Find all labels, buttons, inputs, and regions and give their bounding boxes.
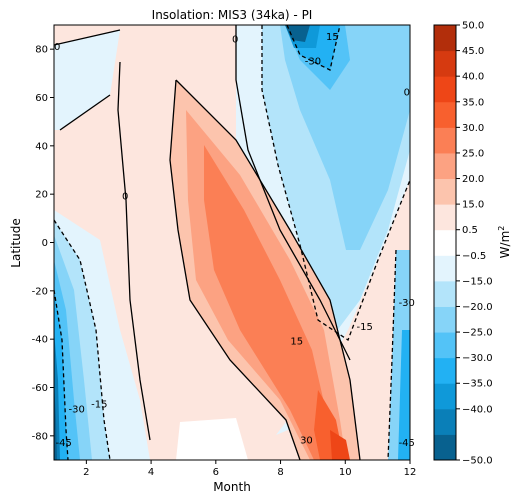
contour-label-3: 0 [404,88,410,99]
colorbar-segment [434,127,456,154]
colorbar-segment [434,25,456,52]
colorbar-label: W/m2 [497,226,512,259]
colorbar-segment [434,152,456,180]
contour-label-8: 15 [290,337,303,348]
contour-label-11: -45 [56,438,72,449]
colorbar-tick-label: −30.0 [462,353,493,364]
colorbar-segment [434,332,456,359]
colorbar-segment [434,306,456,333]
colorbar-tick-label: −50.0 [462,456,493,467]
contour-label-7: -30 [399,298,415,309]
x-tick-label: 2 [83,467,89,478]
y-tick-label: -80 [32,431,48,442]
contour-label-10: -15 [91,399,107,410]
chart-title: Insolation: MIS3 (34ka) - PI [152,8,313,22]
colorbar-tick-label: −35.0 [462,379,493,390]
x-tick-label: 8 [277,467,283,478]
colorbar-tick-label: 30.0 [462,123,484,134]
contour-label-6: -15 [357,322,373,333]
contour-label-1: 0 [122,192,128,203]
contour-15-pos-inner [169,79,301,460]
colorbar-tick-label: −25.0 [462,328,493,339]
colorbar-segment [434,50,456,77]
colorbar-tick-label: 15.0 [462,200,484,211]
colorbar-tick-label: 50.0 [462,21,484,32]
colorbar-tick-label: −40.0 [462,404,493,415]
contour-label-12: 30 [300,436,313,447]
plot-area [54,25,410,460]
zero-notch-south [176,418,248,460]
neg-band-north-40 [285,25,310,42]
colorbar-segment [434,101,456,128]
neg-band-north-20 [280,25,410,250]
x-tick-label: 4 [148,467,154,478]
colorbar-tick-label: −20.0 [462,302,493,313]
colorbar-tick-label: 25.0 [462,148,484,159]
colorbar-segment [434,229,456,256]
neg-band-south-45 [54,380,57,460]
pos-band-35 [330,430,350,460]
contour-north-left [54,29,121,131]
contour-neg-30 [286,25,341,71]
colorbar-tick-label: 0.5 [462,225,478,236]
y-axis-label: Latitude [9,218,23,267]
contour-labels: 0 0 0 0 15 -30 -15 -30 15 -30 -15 -45 30 -45 [54,32,415,449]
y-tick-label: 20 [35,190,48,201]
contour-zero-top [235,25,351,361]
contour-zero-left [117,61,151,441]
x-tick-label: 12 [404,467,417,478]
contour-neg-15 [261,25,410,341]
colorbar-segment [434,383,456,410]
y-tick-label: -20 [32,286,48,297]
y-tick-label: 0 [42,238,48,249]
axes: 2 4 6 8 10 12 -80 -60 -40 -20 0 20 40 60 80 [32,24,417,478]
contour-south-neg-30 [54,289,69,460]
colorbar-segment [434,178,456,205]
colorbar-tick-label: 20.0 [462,174,484,185]
neg-corner-north-left [54,30,120,130]
y-tick-label: -40 [32,335,48,346]
colorbar-segment [434,255,456,282]
colorbar-segment [434,357,456,384]
colorbar-tick-label: 35.0 [462,97,484,108]
contour-15-pos-outer [175,79,361,460]
colorbar-frame [433,24,457,461]
contour-label-5: -30 [305,56,321,67]
colorbar-segment [434,280,456,307]
colorbar-segment [434,434,456,461]
colorbar: −50.0 −40.0 −35.0 −30.0 −25.0 −20.0 −15.0 −0.5 0… [433,21,493,467]
contour-label-0: 0 [54,42,60,53]
y-tick-label: -60 [32,383,48,394]
colorbar-tick-label: −0.5 [462,251,486,262]
contour-label-4: 15 [326,32,339,43]
contour-label-2: 0 [232,35,238,46]
y-tick-label: 60 [35,93,48,104]
contour-label-9: -30 [68,404,84,415]
x-tick-label: 6 [213,467,219,478]
y-tick-label: 80 [35,45,48,56]
colorbar-segment [434,76,456,103]
x-tick-label: 10 [339,467,352,478]
contour-south-right [387,249,397,460]
colorbar-tick-label: 45.0 [462,46,484,57]
colorbar-segment [434,204,456,231]
neg-band-south-right-2 [398,330,410,460]
colorbar-tick-label: 40.0 [462,72,484,83]
colorbar-segment [434,408,456,435]
contour-label-13: -45 [399,438,415,449]
y-tick-label: 40 [35,141,48,152]
x-axis-label: Month [213,480,251,494]
pos-band-25 [204,145,330,460]
colorbar-tick-label: −15.0 [462,276,493,287]
contour-south-neg-15 [54,219,111,460]
